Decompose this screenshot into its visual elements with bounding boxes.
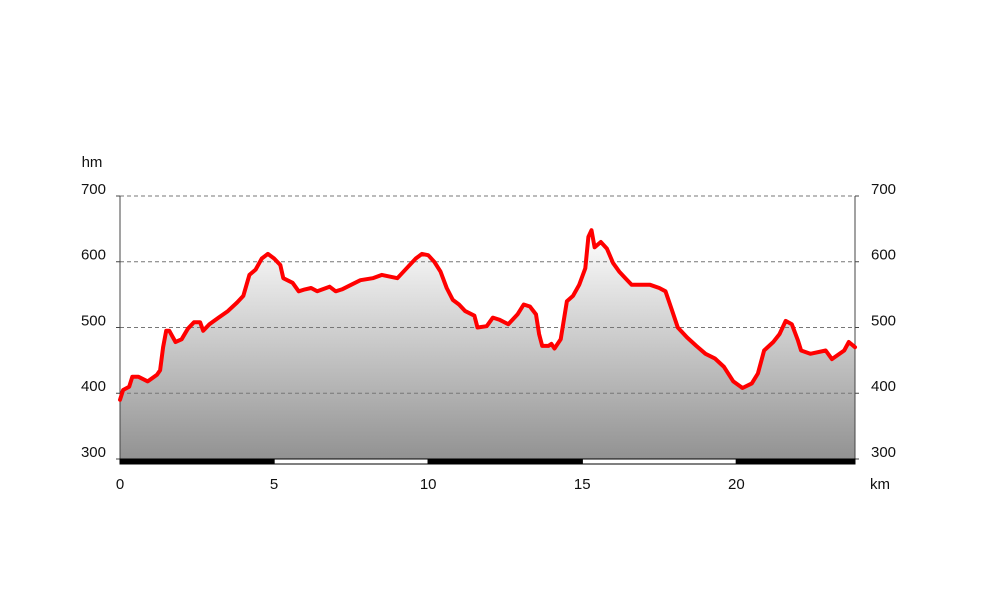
- area-fill: [120, 230, 855, 459]
- y-tick-label: 300: [81, 444, 106, 461]
- y2-tick-label: 500: [871, 312, 896, 329]
- scale-segment: [273, 458, 429, 465]
- x-tick-label: 5: [270, 476, 278, 493]
- scale-segment: [581, 458, 737, 465]
- x-tick-label: 15: [574, 476, 591, 493]
- elevation-line: [118, 228, 857, 402]
- scale-segment: [427, 458, 583, 465]
- x-tick-label: 10: [420, 476, 437, 493]
- y-axis-label: hm: [82, 154, 103, 171]
- y2-tick-label: 400: [871, 378, 896, 395]
- y-tick-label: 400: [81, 378, 106, 395]
- scale-segment: [735, 458, 856, 465]
- y2-tick-label: 600: [871, 247, 896, 264]
- x-tick-label: 0: [116, 476, 124, 493]
- y2-tick-label: 700: [871, 181, 896, 198]
- y2-tick-label: 300: [871, 444, 896, 461]
- x-tick-label: 20: [728, 476, 745, 493]
- y-tick-label: 500: [81, 312, 106, 329]
- y-tick-label: 600: [81, 247, 106, 264]
- x-axis-label: km: [870, 476, 890, 493]
- scale-segment: [119, 458, 275, 465]
- y-tick-label: 700: [81, 181, 106, 198]
